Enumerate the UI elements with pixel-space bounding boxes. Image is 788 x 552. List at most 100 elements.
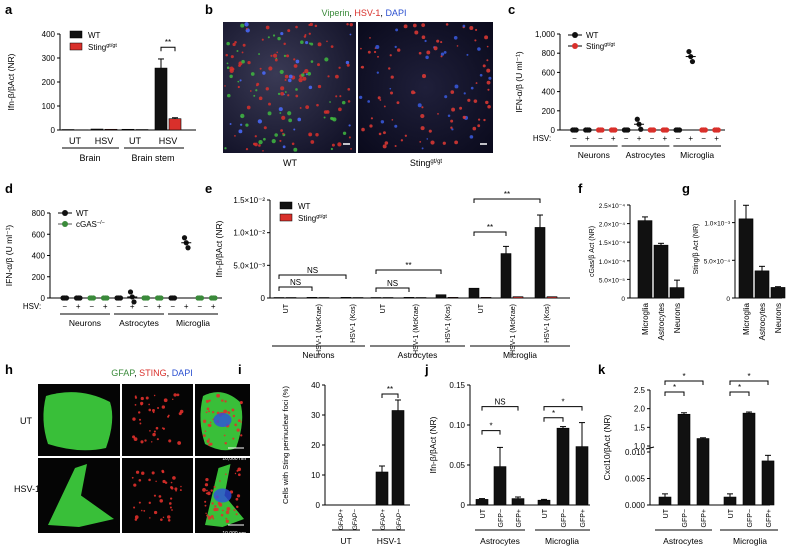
bar xyxy=(537,499,551,506)
group-label: HSV-1 xyxy=(377,536,402,546)
sting-spot xyxy=(205,478,209,482)
fluorescent-spot xyxy=(283,54,287,58)
x-tick-label: HSV-1 (McKrae) xyxy=(413,304,420,355)
sting-spot xyxy=(207,491,211,496)
data-point xyxy=(171,295,178,301)
y-tick-label: 0.05 xyxy=(449,461,465,470)
fluorescent-spot xyxy=(339,95,342,98)
fluorescent-spot xyxy=(384,141,389,145)
fluorescent-spot xyxy=(272,34,276,37)
panel-label-g: g xyxy=(682,181,690,196)
sting-spot xyxy=(167,515,171,519)
fluorescent-spot xyxy=(394,124,398,128)
hsv-sign: + xyxy=(157,302,162,311)
y-tick-label: 0.005 xyxy=(625,475,646,484)
fluorescent-spot xyxy=(440,52,445,56)
panel-label-c: c xyxy=(508,2,515,17)
sting-spot xyxy=(240,421,242,423)
fluorescent-spot xyxy=(377,96,381,100)
bar-wt xyxy=(435,294,447,299)
y-tick-label: 20 xyxy=(311,441,320,450)
fluorescent-spot xyxy=(245,123,249,127)
hsv-sign: − xyxy=(143,302,148,311)
micrograph-wt-label: WT xyxy=(283,158,297,168)
fluorescent-spot xyxy=(482,64,486,68)
sting-spot xyxy=(149,517,151,519)
fluorescent-spot xyxy=(450,126,453,129)
sting-spot xyxy=(236,428,240,432)
sting-spot xyxy=(132,417,136,421)
sting-spot xyxy=(239,400,243,405)
significance-label: ** xyxy=(165,38,171,47)
fluorescent-spot xyxy=(335,95,338,98)
fluorescent-spot xyxy=(383,105,386,108)
sting-spot xyxy=(170,485,173,489)
fluorescent-spot xyxy=(293,64,298,68)
fluorescent-spot xyxy=(367,100,371,103)
fluorescent-spot xyxy=(302,76,307,81)
fluorescent-spot xyxy=(293,128,296,131)
sting-spot xyxy=(149,430,151,432)
sting-spot xyxy=(217,501,221,505)
sting-spot xyxy=(141,509,143,512)
data-point xyxy=(702,127,708,133)
sting-spot xyxy=(204,504,207,507)
fluorescent-spot xyxy=(373,50,377,54)
fluorescent-spot xyxy=(380,120,385,124)
fluorescent-spot xyxy=(487,88,490,91)
sting-spot xyxy=(204,483,209,487)
sting-spot xyxy=(153,510,158,515)
data-point xyxy=(212,295,218,301)
fluorescent-spot xyxy=(400,139,404,142)
y-tick-label: 1.5×10⁻⁴ xyxy=(599,240,625,247)
panel-label-e: e xyxy=(205,181,212,196)
fluorescent-spot xyxy=(378,132,382,136)
significance-bracket xyxy=(375,269,442,274)
data-point xyxy=(144,295,151,301)
data-point xyxy=(634,116,640,122)
sting-spot xyxy=(176,393,180,397)
panel-b-micrographs: Viperin, HSV-1, DAPI WT Stinggt/gt xyxy=(223,8,493,168)
significance-bracket xyxy=(381,393,399,398)
fluorescent-spot xyxy=(440,41,443,44)
significance-label: ** xyxy=(387,385,393,394)
fluorescent-spot xyxy=(462,115,466,120)
sting-spot xyxy=(206,439,210,443)
y-tick-label: 5.0×10⁻⁴ xyxy=(704,258,730,265)
scalebar-label-1: 10,000 nm xyxy=(222,456,246,462)
group-label: UT xyxy=(340,536,351,546)
legend-label: WT xyxy=(88,31,101,40)
fluorescent-spot xyxy=(226,62,229,65)
bar-sting xyxy=(318,297,330,299)
bar-sting xyxy=(447,297,459,299)
data-point xyxy=(117,295,124,301)
bar-sting xyxy=(352,297,364,299)
fluorescent-spot xyxy=(424,39,427,43)
fluorescent-spot xyxy=(308,133,311,137)
chart-f: 0 5.0×10⁻⁵ 1.0×10⁻⁴ 1.5×10⁻⁴ 2.0×10⁻⁴ 2.5×10⁻… xyxy=(589,203,685,340)
significance-label: NS xyxy=(387,279,398,288)
fluorescent-spot xyxy=(245,148,249,151)
y-tick-label: 2.0 xyxy=(634,405,646,414)
y-tick-label: 5.0×10⁻³ xyxy=(233,261,265,270)
x-tick-label: Neurons xyxy=(774,303,783,333)
fluorescent-spot xyxy=(379,99,382,101)
sting-spot xyxy=(219,480,221,482)
fluorescent-spot xyxy=(404,134,407,137)
fluorescent-spot xyxy=(267,111,272,116)
significance-bracket xyxy=(473,198,541,203)
fluorescent-spot xyxy=(485,100,489,105)
significance-bracket xyxy=(729,391,750,396)
fluorescent-spot xyxy=(323,116,326,119)
sting-spot xyxy=(170,497,173,500)
fluorescent-spot xyxy=(348,136,351,139)
hsv-sign: − xyxy=(197,302,202,311)
sting-spot xyxy=(205,411,208,414)
fluorescent-spot xyxy=(277,92,281,96)
y-tick-label: 2.0×10⁻⁴ xyxy=(599,222,625,229)
fluorescent-spot xyxy=(421,147,424,150)
fluorescent-spot xyxy=(389,54,392,57)
fluorescent-spot xyxy=(396,101,400,105)
panel-label-i: i xyxy=(238,362,242,377)
